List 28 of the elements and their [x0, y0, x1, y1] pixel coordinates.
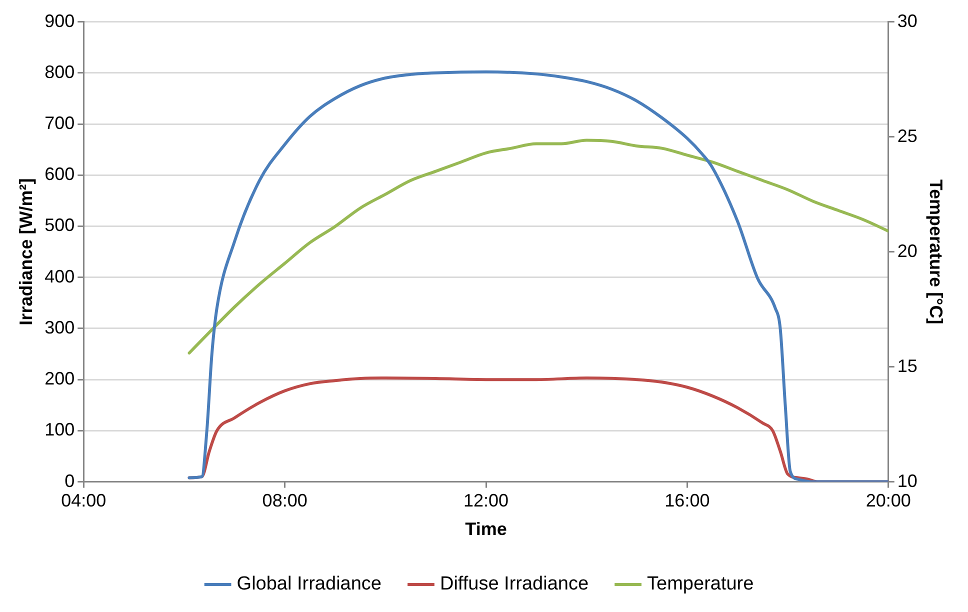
y-tick-label: 800: [44, 62, 75, 82]
y-tick-label: 200: [44, 368, 75, 389]
x-tick-label: 20:00: [866, 490, 911, 511]
y-tick-label: 900: [44, 10, 75, 31]
x-axis-title: Time: [465, 519, 507, 540]
y-axis-title: Irradiance [W/m²]: [16, 178, 36, 326]
line-series: [188, 70, 888, 482]
x-tick-label: 16:00: [664, 490, 710, 511]
y-tick-label: 0: [64, 470, 75, 491]
y-tick-label: 300: [44, 317, 75, 338]
legend-label: Global Irradiance: [236, 574, 382, 595]
y2-tick-label: 15: [897, 356, 918, 376]
y2-tick-label: 30: [897, 10, 918, 31]
y-tick-label: 700: [44, 112, 75, 133]
x-tick-label: 08:00: [262, 490, 308, 511]
y2-axis-title: Temperature [°C]: [926, 179, 946, 324]
x-tick-label: 12:00: [463, 490, 509, 511]
y2-tick-label: 25: [897, 126, 918, 146]
y-tick-label: 600: [44, 164, 75, 184]
legend-label: Temperature: [647, 574, 754, 595]
y-tick-label: 500: [44, 215, 75, 236]
x-tick-label: 04:00: [61, 490, 106, 511]
y-tick-label: 400: [44, 266, 75, 286]
y2-tick-label: 20: [897, 240, 918, 261]
legend-label: Diffuse Irradiance: [440, 574, 589, 595]
y2-tick-label: 10: [897, 470, 918, 491]
line-series: [188, 138, 888, 354]
y-tick-label: 100: [44, 420, 75, 440]
